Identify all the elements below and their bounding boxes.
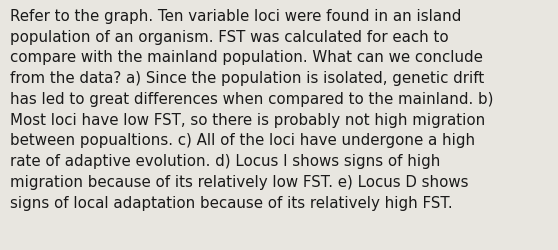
Text: Refer to the graph. Ten variable loci were found in an island
population of an o: Refer to the graph. Ten variable loci we… xyxy=(10,9,493,210)
